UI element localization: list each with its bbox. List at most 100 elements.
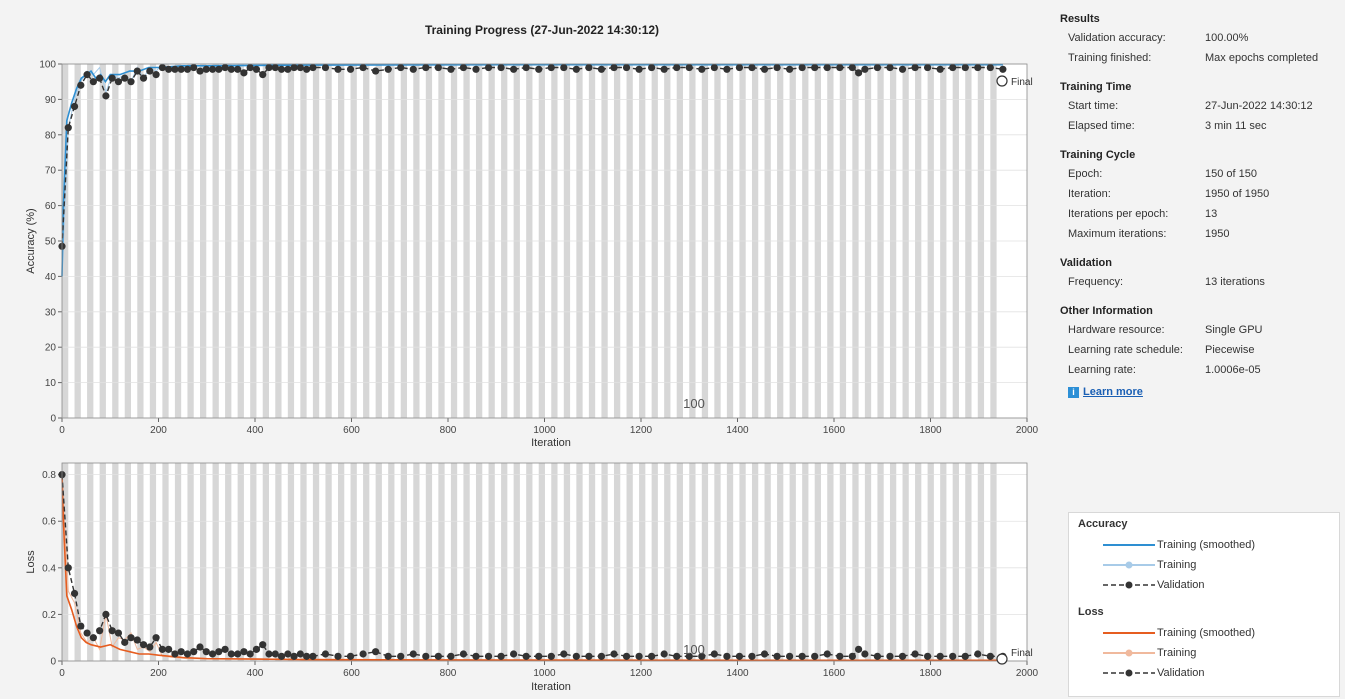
y-tick-label: 0.8 — [42, 470, 56, 481]
validation-point — [974, 650, 982, 658]
validation-point — [472, 652, 480, 660]
validation-point — [735, 652, 744, 660]
validation-point — [102, 610, 110, 619]
validation-point — [685, 652, 693, 660]
epoch-band — [651, 463, 658, 661]
validation-point — [986, 63, 994, 72]
validation-point — [735, 63, 744, 72]
validation-point — [855, 69, 863, 77]
info-key: Iterations per epoch: — [1068, 208, 1169, 220]
validation-point — [127, 634, 135, 642]
validation-point — [152, 71, 160, 79]
validation-point — [459, 650, 468, 658]
epoch-band — [827, 463, 834, 661]
validation-point — [146, 67, 154, 75]
validation-point — [346, 652, 355, 660]
y-tick-label: 40 — [45, 272, 57, 283]
info-value: 1.0006e-05 — [1205, 364, 1261, 376]
y-tick-label: 0.2 — [42, 610, 56, 621]
validation-point — [303, 652, 311, 660]
info-value: 27-Jun-2022 14:30:12 — [1205, 100, 1313, 112]
info-value: 1950 of 1950 — [1205, 188, 1270, 200]
validation-point — [622, 63, 631, 72]
legend-item: Training (smoothed) — [1069, 623, 1339, 643]
validation-point — [208, 650, 217, 658]
legend-loss-title: Loss — [1078, 606, 1104, 618]
epoch-band — [300, 463, 307, 661]
validation-point — [133, 636, 141, 644]
validation-point — [497, 63, 505, 72]
validation-point — [522, 652, 530, 660]
validation-point — [472, 65, 480, 73]
validation-point — [572, 65, 580, 73]
validation-point — [70, 102, 79, 111]
validation-point — [146, 643, 154, 651]
validation-point — [133, 67, 141, 75]
epoch-band — [413, 463, 420, 661]
validation-point — [183, 65, 192, 73]
info-panel: Results Validation accuracy: 100.00% Traini… — [1060, 10, 1340, 398]
x-tick-label: 1800 — [919, 425, 942, 436]
validation-point — [522, 63, 530, 72]
info-row: Validation accuracy: 100.00% — [1060, 28, 1340, 48]
info-icon: i — [1068, 386, 1079, 398]
validation-point — [309, 63, 317, 72]
validation-point — [234, 65, 242, 73]
epoch-band — [965, 463, 972, 661]
validation-point — [723, 65, 731, 73]
epoch-band — [739, 463, 746, 661]
validation-point — [227, 65, 235, 73]
y-tick-label: 0.6 — [42, 517, 56, 528]
validation-point — [710, 650, 718, 658]
epoch-band — [626, 463, 633, 661]
accuracy-overlay-label: 100 — [683, 396, 705, 411]
epoch-band — [225, 463, 232, 661]
epoch-band — [137, 463, 144, 661]
info-row: Maximum iterations: 1950 — [1060, 224, 1340, 244]
info-key: Epoch: — [1068, 168, 1103, 180]
plot-title: Training Progress (27-Jun-2022 14:30:12) — [425, 23, 659, 37]
validation-point — [961, 63, 969, 72]
validation-point — [259, 71, 267, 79]
epoch-band — [664, 463, 671, 661]
info-key: Learning rate: — [1068, 364, 1136, 376]
epoch-band — [275, 463, 282, 661]
validation-point — [139, 74, 148, 82]
legend-item: Validation — [1069, 575, 1339, 595]
validation-point — [786, 652, 794, 660]
validation-point — [748, 652, 756, 660]
info-key: Frequency: — [1068, 276, 1124, 288]
validation-point — [974, 63, 982, 72]
learn-more-link[interactable]: i Learn more — [1060, 386, 1340, 398]
info-key: Training finished: — [1068, 52, 1152, 64]
epoch-band — [588, 463, 596, 661]
accuracy-final-marker — [996, 75, 1008, 87]
epoch-band — [852, 463, 859, 661]
learn-more-label[interactable]: Learn more — [1083, 386, 1143, 398]
validation-point — [114, 78, 123, 86]
epoch-band — [388, 463, 395, 661]
epoch-band — [212, 463, 219, 661]
epoch-band — [237, 463, 244, 661]
validation-point — [811, 652, 819, 660]
validation-point — [121, 638, 129, 646]
validation-point — [949, 652, 957, 660]
x-tick-label: 400 — [247, 668, 264, 679]
accuracy-training-smoothed-line — [61, 63, 1003, 277]
epoch-band — [601, 463, 608, 661]
epoch-band — [902, 463, 909, 661]
legend-item-label: Validation — [1157, 667, 1205, 679]
section-title: Results — [1060, 13, 1100, 25]
validation-point — [70, 589, 79, 598]
validation-point — [585, 63, 593, 72]
validation-point — [610, 650, 618, 658]
validation-point — [240, 648, 248, 656]
x-tick-label: 800 — [440, 425, 457, 436]
validation-point — [535, 65, 543, 73]
epoch-band — [990, 463, 997, 661]
info-value: Single GPU — [1205, 324, 1263, 336]
info-row: Elapsed time: 3 min 11 sec — [1060, 116, 1340, 136]
section-title: Validation — [1060, 257, 1112, 269]
validation-point — [177, 648, 185, 656]
legend-item-label: Training (smoothed) — [1157, 539, 1256, 551]
